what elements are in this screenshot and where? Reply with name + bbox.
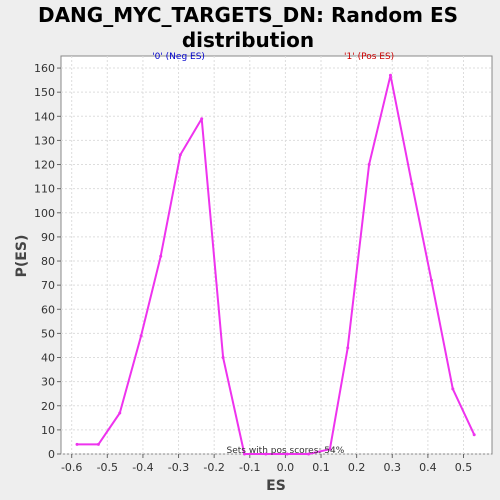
- data-point: [346, 346, 350, 350]
- data-point: [307, 452, 311, 456]
- data-point: [285, 452, 289, 456]
- data-point: [178, 153, 182, 157]
- x-tick-label: 0.0: [277, 461, 295, 474]
- x-axis-label: ES: [266, 478, 286, 494]
- data-point: [139, 334, 143, 338]
- chart-title-line-1: DANG_MYC_TARGETS_DN: Random ES: [38, 3, 458, 27]
- y-tick-label: 80: [41, 255, 55, 268]
- y-tick-label: 120: [34, 159, 55, 172]
- x-tick-label: -0.4: [132, 461, 153, 474]
- plot-area: [60, 55, 493, 455]
- annotations: '0' (Neg ES) '1' (Pos ES) Sets with pos sc…: [152, 52, 394, 456]
- annotation-0: '0' (Neg ES): [152, 52, 205, 62]
- y-tick-label: 150: [34, 86, 55, 99]
- data-point: [451, 387, 455, 391]
- axes: 0 10 20 30 40 50 60 70 80 90 100 110 120 130 140 150 160…: [34, 62, 472, 474]
- y-tick-label: 20: [41, 400, 55, 413]
- data-point: [118, 411, 122, 415]
- data-point: [472, 433, 476, 437]
- series-line: [77, 74, 476, 455]
- y-tick-label: 30: [41, 376, 55, 389]
- x-tick-label: -0.6: [61, 461, 82, 474]
- x-tick-label: 0.1: [312, 461, 330, 474]
- data-point: [75, 442, 79, 446]
- annotation-1: '1' (Pos ES): [344, 52, 394, 62]
- data-point: [264, 452, 268, 456]
- y-tick-label: 10: [41, 424, 55, 437]
- data-point: [159, 254, 163, 258]
- y-tick-label: 70: [41, 279, 55, 292]
- x-tick-label: 0.4: [419, 461, 437, 474]
- y-tick-label: 90: [41, 231, 55, 244]
- y-tick-label: 40: [41, 352, 55, 365]
- y-tick-label: 160: [34, 62, 55, 75]
- y-tick-label: 130: [34, 134, 55, 147]
- y-tick-label: 0: [48, 448, 55, 461]
- data-point: [388, 73, 392, 77]
- y-tick-label: 50: [41, 327, 55, 340]
- x-tick-label: 0.2: [348, 461, 366, 474]
- data-point: [242, 452, 246, 456]
- data-point: [367, 163, 371, 167]
- y-tick-label: 100: [34, 207, 55, 220]
- data-point: [429, 278, 433, 282]
- data-point: [96, 442, 100, 446]
- y-tick-label: 60: [41, 303, 55, 316]
- y-axis-label: P(ES): [14, 235, 30, 278]
- data-point: [410, 182, 414, 186]
- x-tick-label: 0.3: [384, 461, 402, 474]
- x-tick-label: 0.5: [455, 461, 473, 474]
- data-point: [200, 117, 204, 121]
- y-tick-label: 110: [34, 183, 55, 196]
- data-point: [221, 356, 225, 360]
- x-tick-label: -0.1: [239, 461, 260, 474]
- x-tick-label: -0.5: [97, 461, 118, 474]
- data-point: [328, 447, 332, 451]
- chart-title-line-2: distribution: [182, 28, 314, 52]
- x-tick-label: -0.2: [203, 461, 224, 474]
- series-layer: [75, 73, 476, 456]
- annotation-2: Sets with pos scores: 54%: [226, 446, 344, 456]
- x-tick-label: -0.3: [168, 461, 189, 474]
- y-tick-label: 140: [34, 110, 55, 123]
